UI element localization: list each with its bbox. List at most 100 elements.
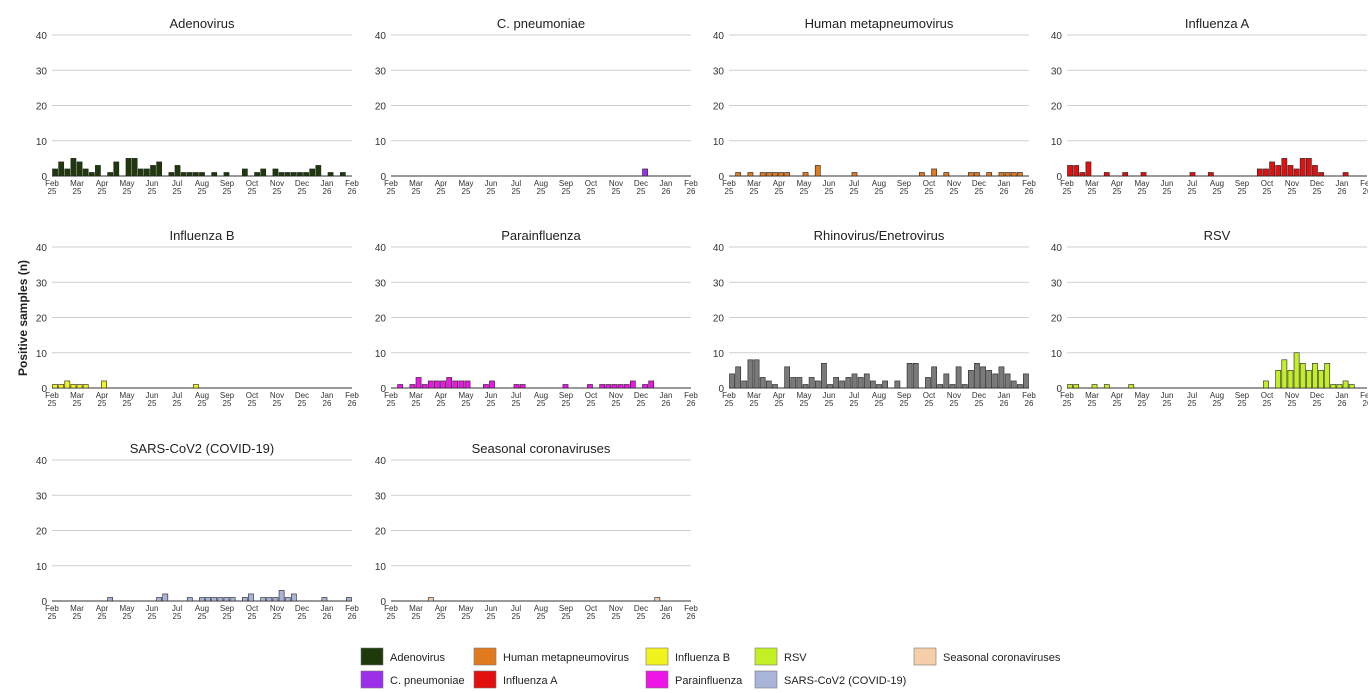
bar bbox=[765, 172, 772, 177]
legend-swatch bbox=[754, 670, 778, 689]
bar bbox=[427, 597, 434, 602]
bar bbox=[290, 593, 297, 602]
x-tick-label: Jan bbox=[998, 391, 1011, 400]
bar bbox=[1287, 165, 1294, 177]
x-tick-label: Sep bbox=[220, 391, 235, 400]
x-tick-label: Jul bbox=[849, 391, 859, 400]
x-tick-label: 26 bbox=[1025, 187, 1034, 196]
bar bbox=[943, 373, 950, 389]
bar bbox=[980, 366, 986, 389]
x-tick-label: 25 bbox=[387, 187, 396, 196]
x-tick-label: 25 bbox=[537, 187, 546, 196]
bar bbox=[1342, 172, 1349, 177]
x-tick-label: Feb bbox=[684, 179, 698, 188]
x-tick-label: 25 bbox=[612, 187, 621, 196]
x-tick-label: 25 bbox=[1188, 187, 1197, 196]
x-tick-label: Feb bbox=[45, 179, 59, 188]
bar bbox=[617, 384, 624, 389]
bar bbox=[857, 377, 864, 389]
legend-swatch bbox=[913, 647, 937, 666]
bar bbox=[974, 172, 980, 177]
y-tick-label: 20 bbox=[375, 314, 387, 325]
x-tick-label: Sep bbox=[1235, 391, 1250, 400]
y-tick-label: 20 bbox=[713, 314, 725, 325]
bar bbox=[870, 380, 876, 389]
x-tick-label: Aug bbox=[1210, 179, 1224, 188]
y-tick-label: 20 bbox=[1051, 314, 1063, 325]
bar bbox=[186, 597, 193, 602]
legend-label: SARS-CoV2 (COVID-19) bbox=[784, 675, 906, 687]
x-tick-label: 25 bbox=[850, 187, 859, 196]
x-tick-label: Jul bbox=[1187, 391, 1197, 400]
x-tick-label: 26 bbox=[348, 612, 357, 621]
x-tick-label: 25 bbox=[223, 187, 232, 196]
bar bbox=[346, 597, 352, 602]
x-tick-label: Mar bbox=[70, 391, 84, 400]
x-tick-label: Nov bbox=[609, 179, 623, 188]
bar bbox=[1342, 380, 1349, 389]
bar bbox=[199, 172, 205, 177]
bar bbox=[1312, 165, 1318, 177]
bar bbox=[1122, 172, 1129, 177]
x-tick-label: Sep bbox=[1235, 179, 1250, 188]
y-axis-label: Positive samples (n) bbox=[16, 260, 30, 376]
bar bbox=[415, 377, 422, 389]
x-tick-label: 25 bbox=[387, 399, 396, 408]
x-tick-label: 25 bbox=[148, 187, 157, 196]
bar bbox=[599, 384, 606, 389]
x-tick-label: Feb bbox=[684, 391, 698, 400]
bar bbox=[1293, 352, 1300, 389]
bar bbox=[1140, 172, 1147, 177]
x-tick-label: Nov bbox=[1285, 179, 1299, 188]
x-tick-label: Mar bbox=[1085, 179, 1099, 188]
bar bbox=[1299, 158, 1306, 177]
bar bbox=[254, 172, 260, 177]
y-tick-label: 0 bbox=[41, 384, 47, 395]
x-tick-label: 26 bbox=[1363, 187, 1368, 196]
x-tick-label: Feb bbox=[1022, 179, 1036, 188]
x-tick-label: 25 bbox=[412, 187, 421, 196]
y-tick-label: 30 bbox=[713, 278, 725, 289]
x-tick-label: Jun bbox=[823, 391, 836, 400]
x-tick-label: Jul bbox=[172, 391, 182, 400]
x-tick-label: 25 bbox=[975, 187, 984, 196]
x-tick-label: 25 bbox=[123, 187, 132, 196]
x-tick-label: May bbox=[458, 179, 473, 188]
x-tick-label: May bbox=[796, 391, 811, 400]
bar bbox=[1299, 363, 1306, 389]
x-tick-label: 25 bbox=[148, 399, 157, 408]
x-tick-label: 25 bbox=[1188, 399, 1197, 408]
bar bbox=[961, 384, 968, 389]
bar bbox=[943, 172, 950, 177]
bar bbox=[735, 366, 742, 389]
y-tick-label: 0 bbox=[41, 172, 47, 183]
x-tick-label: Jul bbox=[172, 179, 182, 188]
bar bbox=[894, 380, 901, 389]
x-tick-label: Nov bbox=[947, 179, 961, 188]
x-tick-label: 25 bbox=[462, 399, 471, 408]
x-tick-label: Apr bbox=[435, 604, 448, 613]
x-tick-label: 25 bbox=[437, 612, 446, 621]
x-tick-label: Oct bbox=[1261, 179, 1274, 188]
bar bbox=[1103, 172, 1110, 177]
x-tick-label: 25 bbox=[1163, 187, 1172, 196]
x-tick-label: 26 bbox=[662, 399, 671, 408]
x-tick-label: 25 bbox=[273, 187, 282, 196]
bar bbox=[303, 172, 309, 177]
x-tick-label: 25 bbox=[123, 612, 132, 621]
y-tick-label: 30 bbox=[36, 278, 48, 289]
x-tick-label: Mar bbox=[409, 179, 423, 188]
x-tick-label: Sep bbox=[559, 604, 574, 613]
x-tick-label: Jul bbox=[511, 179, 521, 188]
y-tick-label: 20 bbox=[375, 102, 387, 113]
bar bbox=[1208, 172, 1214, 177]
bar bbox=[814, 380, 821, 389]
panel-title: Seasonal coronaviruses bbox=[472, 441, 611, 456]
bar bbox=[741, 380, 748, 389]
bar bbox=[434, 380, 440, 389]
legend-swatch bbox=[360, 670, 384, 689]
bar bbox=[260, 168, 267, 177]
bar bbox=[931, 366, 937, 389]
x-tick-label: Dec bbox=[295, 179, 309, 188]
